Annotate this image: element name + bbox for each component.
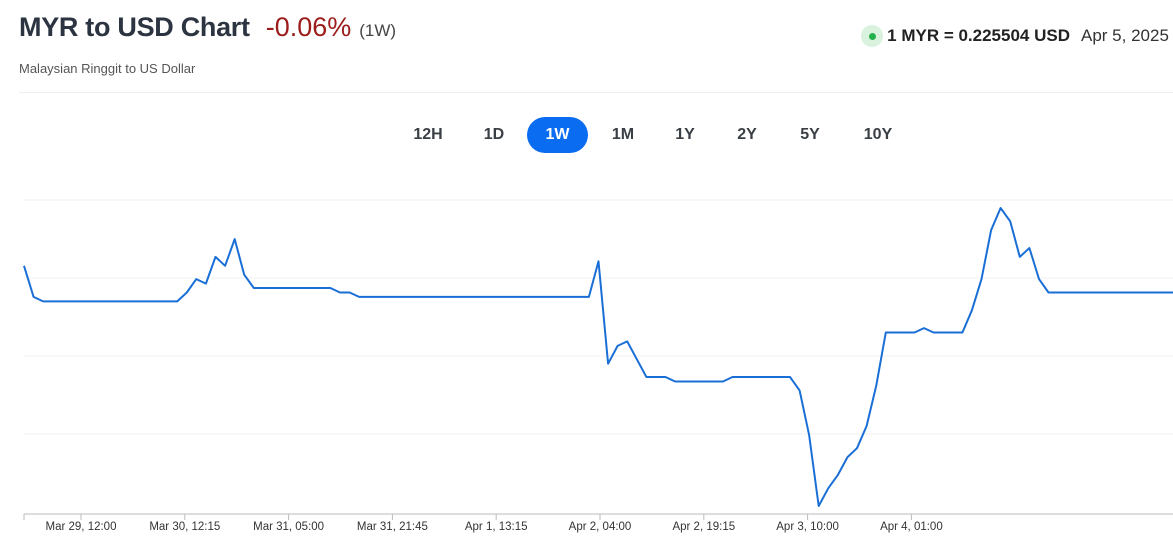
header-divider	[19, 92, 1173, 93]
x-tick-label: Mar 29, 12:00	[46, 521, 117, 533]
x-axis-ticks: Mar 29, 12:00 Mar 30, 12:15 Mar 31, 05:00 M…	[23, 514, 943, 533]
tab-5y[interactable]: 5Y	[800, 126, 820, 143]
x-tick-label: Apr 4, 01:00	[880, 521, 943, 533]
series-line	[23, 207, 1173, 507]
green-dot-icon	[861, 25, 884, 47]
x-tick-label: Mar 30, 12:15	[149, 521, 220, 533]
tab-1d[interactable]: 1D	[483, 126, 505, 143]
x-tick-label: Apr 2, 04:00	[569, 521, 632, 533]
tab-1w[interactable]: 1W	[527, 117, 588, 153]
percent-change: -0.06%	[265, 12, 352, 42]
x-tick-label: Apr 2, 19:15	[672, 521, 735, 533]
rate-date: Apr 5, 2025	[1081, 26, 1169, 45]
page-title: MYR to USD Chart	[19, 12, 250, 42]
rate-text: 1 MYR = 0.225504 USD	[887, 26, 1070, 45]
tab-12h[interactable]: 12H	[413, 126, 443, 143]
time-range-tabs: 12H 1D 1W 1M 1Y 2Y 5Y 10Y	[0, 117, 1173, 153]
x-tick-label: Apr 3, 10:00	[776, 521, 839, 533]
x-tick-label: Apr 1, 13:15	[465, 521, 528, 533]
tab-10y[interactable]: 10Y	[863, 126, 893, 143]
live-rate: 1 MYR = 0.225504 USD Apr 5, 2025	[861, 25, 1173, 47]
chart-grid	[24, 199, 1173, 435]
chart-header: MYR to USD Chart -0.06% (1W) Malaysian R…	[19, 12, 1173, 92]
tab-1m[interactable]: 1M	[611, 126, 635, 143]
x-tick-label: Mar 31, 21:45	[357, 521, 428, 533]
tab-1y[interactable]: 1Y	[675, 126, 695, 143]
page-subtitle: Malaysian Ringgit to US Dollar	[19, 61, 196, 76]
tab-2y[interactable]: 2Y	[737, 126, 757, 143]
title-row: MYR to USD Chart -0.06% (1W)	[19, 12, 1173, 43]
x-tick-label: Mar 31, 05:00	[253, 521, 324, 533]
line-chart: Mar 29, 12:00 Mar 30, 12:15 Mar 31, 05:00 M…	[23, 199, 1173, 533]
period-label: (1W)	[359, 21, 397, 40]
